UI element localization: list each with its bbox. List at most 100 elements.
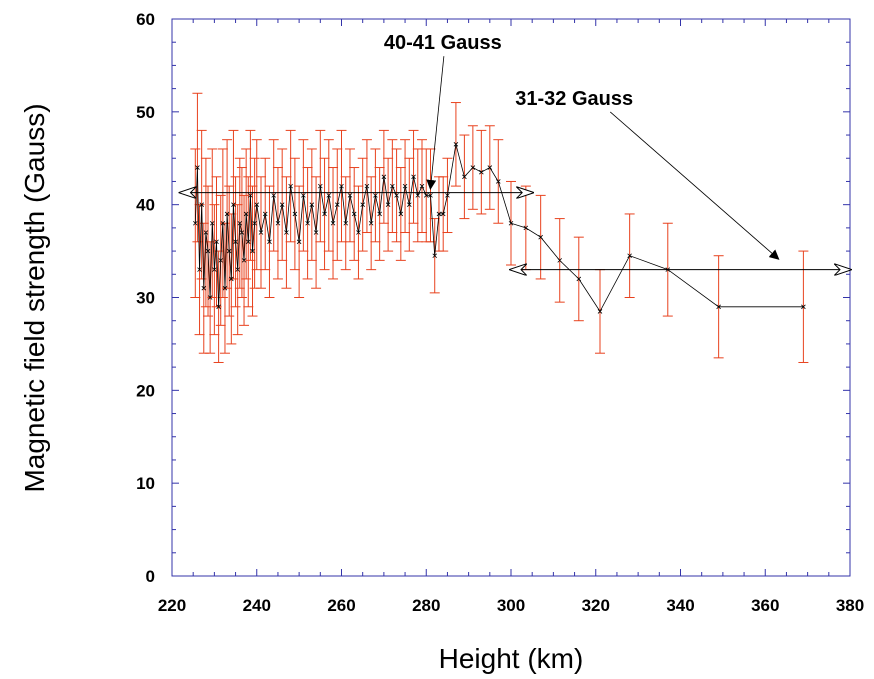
data-point <box>627 253 632 259</box>
axis-ticks <box>171 18 851 577</box>
data-point <box>203 230 209 235</box>
annotation-arrow <box>609 111 780 260</box>
data-point <box>334 202 340 207</box>
data-point <box>557 258 563 263</box>
x-tick-label: 320 <box>582 596 610 615</box>
data-point <box>193 220 198 226</box>
data-point <box>205 248 211 254</box>
data-point <box>479 169 484 175</box>
data-point <box>453 142 459 147</box>
data-point <box>214 239 219 245</box>
x-tick-label: 220 <box>158 596 186 615</box>
data-point <box>801 304 806 310</box>
data-point <box>432 253 438 259</box>
data-point <box>254 202 260 207</box>
y-tick-label: 60 <box>136 10 155 29</box>
data-point <box>207 295 213 300</box>
data-point <box>538 234 543 240</box>
data-point <box>436 211 442 217</box>
x-tick-labels: 220 240 260 280 300 320 340 360 380 <box>158 596 864 615</box>
data-point <box>235 267 240 272</box>
data-point <box>199 202 204 207</box>
data-point <box>284 230 289 235</box>
data-point <box>239 230 245 235</box>
data-point <box>267 239 272 245</box>
data-point <box>440 211 446 217</box>
y-tick-label: 50 <box>136 103 155 122</box>
data-point <box>212 267 217 272</box>
data-point <box>197 267 202 272</box>
data-point <box>576 276 582 282</box>
error-bars <box>190 92 809 363</box>
annotations: 40-41 Gauss 31-32 Gauss <box>384 32 780 260</box>
x-tick-label: 300 <box>497 596 525 615</box>
data-point <box>243 211 249 217</box>
data-point <box>305 220 310 226</box>
y-tick-label: 20 <box>136 381 155 400</box>
data-point <box>470 165 476 170</box>
data-point <box>220 220 226 226</box>
data-point <box>368 220 374 226</box>
y-tick-labels: 0 10 20 30 40 50 60 <box>136 10 155 586</box>
data-point <box>216 304 221 310</box>
annotation-arrow <box>426 56 445 190</box>
data-point <box>245 239 251 245</box>
range-arrows <box>180 193 850 270</box>
y-tick-label: 10 <box>136 474 155 493</box>
data-point <box>279 202 285 207</box>
data-point <box>322 211 327 217</box>
data-point <box>351 211 357 217</box>
x-tick-label: 280 <box>412 596 440 615</box>
data-point <box>508 220 514 226</box>
data-point <box>597 309 603 314</box>
x-tick-label: 340 <box>666 596 694 615</box>
data-point <box>233 239 238 245</box>
data-point <box>309 202 315 207</box>
data-point <box>398 211 404 217</box>
y-axis-label: Magnetic field strength (Gauss) <box>19 103 50 492</box>
y-tick-label: 30 <box>136 289 155 308</box>
data-point <box>313 230 319 235</box>
data-point <box>381 174 387 180</box>
data-points <box>193 142 806 314</box>
data-point <box>462 174 467 180</box>
data-point <box>195 165 200 170</box>
data-point <box>292 211 298 217</box>
data-point <box>296 239 302 245</box>
annotation-label: 40-41 Gauss <box>384 32 502 54</box>
data-point <box>343 220 349 226</box>
data-point <box>222 285 228 291</box>
x-tick-label: 360 <box>751 596 779 615</box>
y-tick-label: 0 <box>146 567 155 586</box>
annotation-label: 31-32 Gauss <box>515 88 633 110</box>
data-point <box>330 220 336 226</box>
data-point <box>275 220 281 226</box>
data-point <box>487 165 493 170</box>
data-point <box>262 211 268 217</box>
data-point <box>250 248 255 254</box>
data-point <box>356 230 361 235</box>
data-point <box>209 220 215 226</box>
data-point <box>385 202 391 207</box>
data-point <box>360 202 365 207</box>
x-axis-label: Height (km) <box>439 643 584 674</box>
data-point <box>226 248 232 254</box>
data-point <box>241 258 247 263</box>
data-point <box>411 174 416 180</box>
data-point <box>237 220 243 226</box>
data-point <box>218 258 224 263</box>
x-tick-label: 380 <box>836 596 864 615</box>
data-point <box>252 220 257 226</box>
data-point <box>258 230 264 235</box>
data-point <box>716 304 721 310</box>
data-point <box>523 225 529 231</box>
x-tick-label: 260 <box>327 596 355 615</box>
data-point <box>201 285 207 291</box>
x-tick-label: 240 <box>243 596 271 615</box>
data-point <box>496 179 501 184</box>
data-point <box>377 211 382 217</box>
data-point <box>231 202 236 207</box>
data-point <box>224 211 230 217</box>
y-tick-label: 40 <box>136 196 155 215</box>
